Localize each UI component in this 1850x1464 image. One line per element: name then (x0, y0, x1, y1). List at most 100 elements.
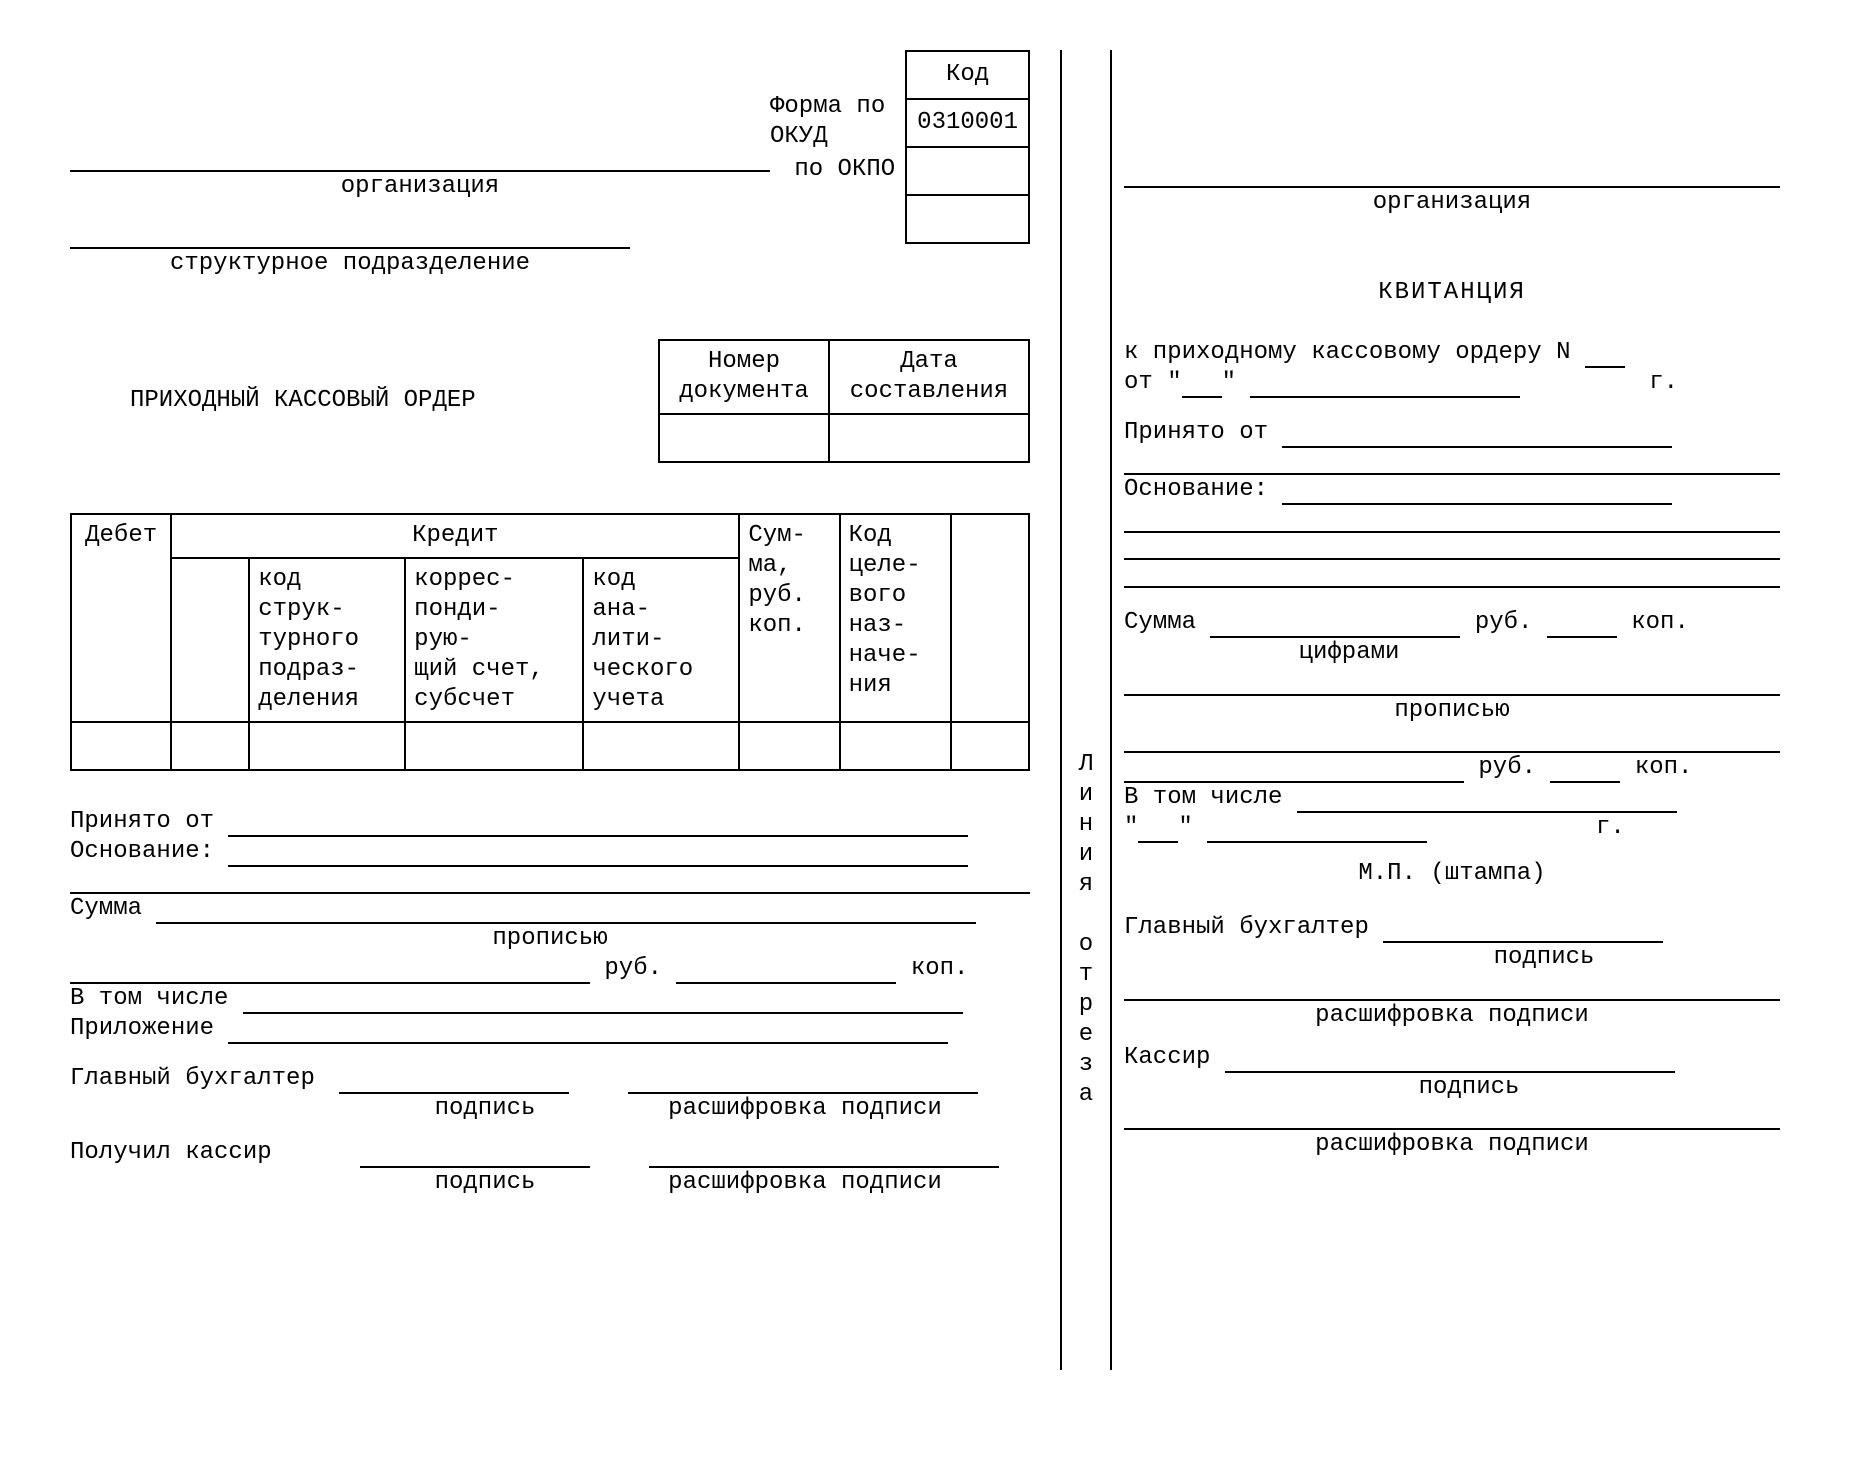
col-purpose-code: Код целе- вого наз- наче- ния (840, 514, 951, 722)
docdate-value (829, 414, 1029, 462)
rub-label: руб. (604, 955, 662, 982)
received-from-label: Принято от (70, 808, 214, 835)
r-kop-label2: коп. (1635, 754, 1693, 781)
code-table: Код 0310001 (905, 50, 1030, 244)
docdate-label-1: Дата (840, 347, 1018, 377)
r-rub-label: руб. (1475, 609, 1533, 636)
docnum-label-2: документа (670, 377, 818, 407)
form-okud-label: Форма по ОКУД (770, 98, 895, 146)
okpo-label: по ОКПО (794, 146, 895, 194)
basis-row: Основание: (70, 837, 1030, 867)
r-basis-row: Основание: (1124, 475, 1780, 505)
col-subdivision-code: код струк- турного подраз- деления (249, 558, 405, 722)
col-summa: Сум- ма, руб. коп. (739, 514, 839, 722)
r-including-label: В том числе (1124, 784, 1282, 811)
r-chief-acc-caption: подпись (1124, 943, 1780, 973)
document-title: ПРИХОДНЫЙ КАССОВЫЙ ОРДЕР (70, 386, 658, 416)
vertical-label-1: Л и н и я о т р е з а (1074, 50, 1098, 1110)
col-analytic-code: код ана- лити- ческого учета (583, 558, 739, 722)
r-basis-line3 (1124, 533, 1780, 561)
docnum-table: Номер документа Дата составления (658, 339, 1030, 463)
r-date-row: "" г. (1124, 813, 1780, 843)
cashier-label: Получил кассир (70, 1139, 272, 1166)
r-received-from-row: Принято от (1124, 418, 1780, 448)
r-chief-decipher-caption: расшифровка подписи (1124, 1001, 1780, 1031)
digits-caption-row: цифрами (1124, 638, 1780, 668)
col-debet: Дебет (71, 514, 171, 722)
sum-row: Сумма (70, 894, 1030, 924)
docnum-label-1: Номер (670, 347, 818, 377)
col-sub-blank (171, 558, 249, 722)
r-received-from-label: Принято от (1124, 419, 1268, 446)
cell-analytic-code (583, 722, 739, 770)
cell-last (951, 722, 1029, 770)
cell-summa (739, 722, 839, 770)
r-organization-caption: организация (1124, 188, 1780, 218)
r-propisyu-line (1124, 668, 1780, 696)
cell-sub-blank (171, 722, 249, 770)
cell-corr-account (405, 722, 583, 770)
chief-accountant-captions: подпись расшифровка подписи (70, 1094, 1030, 1124)
basis-line2 (70, 867, 1030, 895)
organization-line (70, 146, 770, 172)
okud-code: 0310001 (906, 99, 1029, 147)
r-chief-decipher-line (1124, 973, 1780, 1001)
r-rub-label2: руб. (1478, 754, 1536, 781)
r-cashier-decipher-caption: расшифровка подписи (1124, 1130, 1780, 1160)
r-propisyu-line2 (1124, 726, 1780, 754)
r-cashier-row: Кассир (1124, 1043, 1780, 1073)
r-year-label: г. (1596, 814, 1625, 841)
r-rub-kop-row: руб. коп. (1124, 753, 1780, 783)
r-kop-label: коп. (1631, 609, 1689, 636)
cash-order-main: организация структурное подразделение Фо… (70, 50, 1060, 1198)
stamp-label: М.П. (штампа) (1124, 859, 1780, 889)
cashier-row: Получил кассир (70, 1138, 1030, 1168)
code-header: Код (906, 51, 1029, 99)
r-sum-label: Сумма (1124, 609, 1196, 636)
okpo-code-cell (906, 147, 1029, 195)
received-from-row: Принято от (70, 807, 1030, 837)
kop-label: коп. (911, 955, 969, 982)
r-chief-acc-row: Главный бухгалтер (1124, 913, 1780, 943)
cell-debet (71, 722, 171, 770)
col-blank (951, 514, 1029, 722)
r-basis-line4 (1124, 560, 1780, 588)
attachment-label: Приложение (70, 1015, 214, 1042)
cell-subdivision-code (249, 722, 405, 770)
r-basis-line2 (1124, 505, 1780, 533)
cell-purpose (840, 722, 951, 770)
attachment-row: Приложение (70, 1014, 1030, 1044)
chief-accountant-label: Главный бухгалтер (70, 1065, 315, 1092)
extra-code-cell (906, 195, 1029, 243)
r-cashier-caption: подпись (1124, 1073, 1780, 1103)
r-including-row: В том числе (1124, 783, 1780, 813)
including-row: В том числе (70, 984, 1030, 1014)
year-label: г. (1649, 369, 1678, 396)
basis-label: Основание: (70, 838, 214, 865)
docdate-label-2: составления (840, 377, 1018, 407)
propisyu-caption: прописью (70, 924, 1030, 954)
col-kredit: Кредит (171, 514, 739, 558)
subdivision-caption: структурное подразделение (70, 249, 630, 279)
r-organization-line (1124, 160, 1780, 188)
chief-accountant-row: Главный бухгалтер (70, 1064, 1030, 1094)
r-chief-acc-label: Главный бухгалтер (1124, 914, 1369, 941)
to-order-row: к приходному кассовому ордеру N (1124, 338, 1780, 368)
from-date-row: от "" г. (1124, 368, 1780, 398)
r-received-from-line2 (1124, 448, 1780, 476)
r-cashier-label: Кассир (1124, 1044, 1210, 1071)
r-propisyu-caption: прописью (1124, 696, 1780, 726)
rub-kop-row: руб. коп. (70, 954, 1030, 984)
including-label: В том числе (70, 985, 228, 1012)
subdivision-line (70, 222, 630, 248)
docnum-value (659, 414, 829, 462)
r-cashier-decipher-line (1124, 1103, 1780, 1131)
col-corr-account: коррес- понди- рую- щий счет, субсчет (405, 558, 583, 722)
main-table: Дебет Кредит Сум- ма, руб. коп. Код целе… (70, 513, 1030, 771)
sum-label: Сумма (70, 895, 142, 922)
organization-caption: организация (70, 172, 770, 202)
receipt: организация КВИТАНЦИЯ к приходному кассо… (1112, 50, 1780, 1160)
r-basis-label: Основание: (1124, 476, 1268, 503)
receipt-title: КВИТАНЦИЯ (1124, 278, 1780, 308)
cashier-captions: подпись расшифровка подписи (70, 1168, 1030, 1198)
